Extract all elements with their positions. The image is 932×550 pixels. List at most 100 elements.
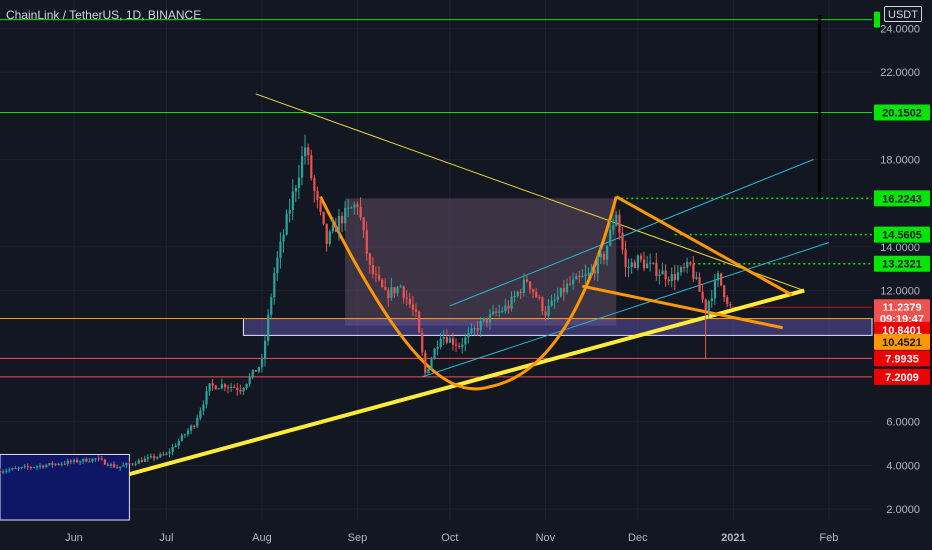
- candle-body: [208, 383, 211, 392]
- candle-body: [365, 230, 368, 254]
- candle-body: [649, 262, 652, 264]
- candle-body: [220, 384, 224, 389]
- candle-body: [726, 297, 729, 305]
- candle-body: [310, 155, 313, 179]
- candle-body: [331, 225, 334, 232]
- price-level-lines: [0, 19, 872, 378]
- candle-body: [100, 458, 103, 460]
- candle-body: [14, 468, 17, 470]
- cup-shade: [345, 198, 617, 326]
- candle-body: [279, 241, 282, 258]
- candle-body: [66, 460, 69, 464]
- y-tick-label: 18.0000: [880, 154, 920, 166]
- candle-body: [464, 337, 467, 345]
- candle-body: [381, 279, 384, 288]
- candle-body: [217, 388, 220, 390]
- price-tag-label: 20.1502: [882, 108, 922, 120]
- candle-body: [359, 207, 362, 218]
- price-tag-label: 16.2243: [882, 193, 922, 205]
- candle-body: [165, 453, 168, 455]
- candle-body: [664, 270, 667, 280]
- channel-lower: [421, 242, 830, 378]
- candle-body: [658, 274, 661, 277]
- currency-unit-button[interactable]: USDT: [884, 6, 922, 22]
- candle-body: [414, 309, 418, 312]
- y-tick-label: 24.0000: [880, 23, 920, 35]
- candle-body: [538, 297, 541, 299]
- candle-body: [575, 276, 578, 280]
- candlestick-series: [0, 134, 732, 475]
- pennant-lower: [582, 284, 783, 330]
- y-tick-label: 14.0000: [880, 242, 920, 254]
- candle-body: [285, 213, 288, 235]
- x-tick-label: Aug: [252, 532, 272, 544]
- chart-title: ChainLink / TetherUS, 1D, BINANCE: [6, 8, 202, 22]
- candle-body: [328, 231, 331, 244]
- candle-body: [421, 332, 424, 353]
- candle-body: [686, 262, 689, 268]
- candle-body: [615, 214, 618, 226]
- pennant-upper: [615, 195, 793, 297]
- candle-body: [565, 283, 569, 293]
- candle-body: [581, 276, 584, 278]
- candle-body: [356, 204, 359, 208]
- price-tag-label: 7.2009: [885, 372, 919, 384]
- candle-body: [673, 274, 676, 280]
- candle-body: [270, 297, 273, 315]
- candle-body: [590, 269, 593, 274]
- candle-body: [307, 147, 310, 156]
- candle-body: [159, 454, 162, 458]
- candle-body: [507, 305, 510, 309]
- candle-body: [193, 425, 196, 427]
- candle-body: [297, 177, 301, 188]
- candle-body: [655, 262, 658, 277]
- candle-body: [522, 279, 526, 293]
- candle-body: [134, 463, 137, 465]
- x-tick-label: Jul: [159, 532, 173, 544]
- price-tag-label: 10.8401: [882, 325, 922, 337]
- candle-body: [171, 447, 174, 452]
- candle-body: [636, 255, 640, 269]
- candle-body: [168, 451, 171, 454]
- candle-body: [325, 223, 328, 244]
- candle-body: [60, 463, 63, 465]
- candle-body: [260, 359, 264, 368]
- candle-body: [57, 463, 60, 465]
- price-tag: [874, 350, 930, 367]
- candle-body: [51, 463, 54, 465]
- candle-body: [618, 214, 621, 233]
- candle-body: [344, 207, 347, 224]
- candle-body: [525, 279, 529, 282]
- candle-body: [402, 286, 405, 298]
- candle-body: [103, 459, 106, 465]
- candle-body: [584, 274, 587, 277]
- candle-body: [473, 328, 476, 330]
- candle-body: [350, 207, 353, 209]
- x-tick-label: Feb: [819, 532, 838, 544]
- candle-body: [550, 300, 553, 306]
- candle-body: [113, 464, 116, 468]
- candle-body: [630, 262, 633, 268]
- candle-body: [337, 216, 341, 232]
- candle-body: [553, 299, 556, 301]
- price-tag: [874, 368, 930, 385]
- candle-body: [63, 463, 66, 465]
- candle-body: [20, 466, 23, 468]
- candle-body: [88, 461, 91, 463]
- candle-body: [119, 466, 122, 469]
- candle-body: [467, 333, 470, 338]
- x-tick-label: Jun: [65, 532, 83, 544]
- candle-body: [639, 255, 643, 260]
- candle-body: [396, 287, 399, 294]
- candle-body: [479, 320, 482, 331]
- candle-body: [211, 383, 214, 386]
- candle-body: [448, 338, 452, 343]
- candle-body: [504, 305, 507, 311]
- candle-body: [254, 369, 257, 372]
- candle-body: [257, 367, 261, 372]
- candle-body: [177, 440, 180, 446]
- candle-body: [48, 463, 51, 465]
- candle-body: [276, 257, 279, 274]
- price-tag-label: 7.9935: [885, 353, 919, 365]
